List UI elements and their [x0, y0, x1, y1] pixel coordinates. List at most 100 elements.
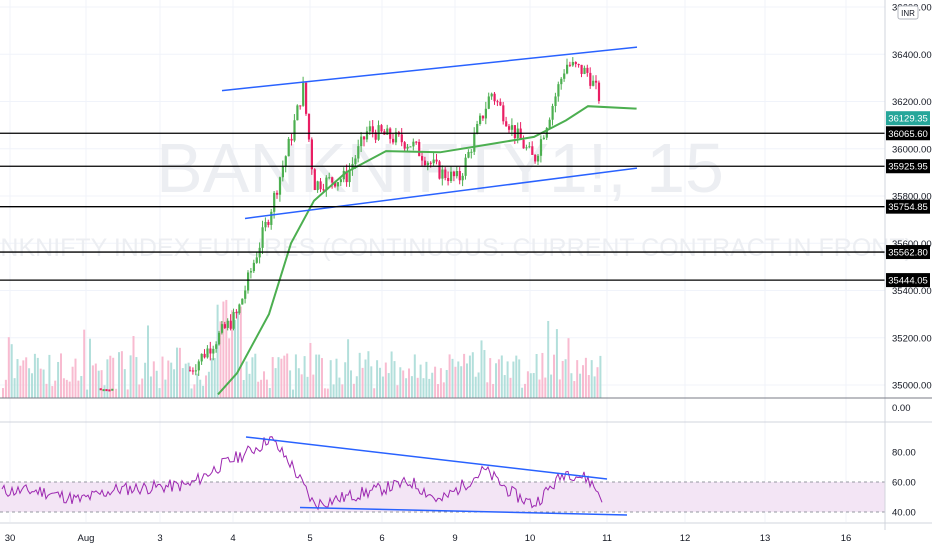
rsi-trendline[interactable]: [299, 506, 628, 516]
candle-body: [531, 146, 534, 155]
time-tick-label: Aug: [78, 533, 95, 544]
candle: [435, 153, 438, 165]
candle-body: [99, 388, 102, 391]
candle-body: [261, 227, 264, 248]
candle: [577, 63, 580, 68]
candle-body: [595, 80, 598, 83]
volume-bar: [173, 369, 176, 398]
candle: [423, 156, 427, 168]
volume-bar: [544, 377, 547, 398]
level-badge-bg: [886, 245, 930, 260]
candle: [247, 270, 250, 294]
candle-body: [470, 151, 473, 153]
volume-bar: [228, 338, 231, 398]
volume-bar: [106, 359, 109, 398]
volume-bar: [541, 352, 544, 398]
candle-body: [299, 105, 302, 107]
candle-body: [537, 155, 540, 162]
candle-body: [255, 257, 258, 263]
volume-bar: [144, 362, 147, 398]
volume-bar: [36, 357, 39, 398]
candle: [481, 115, 485, 121]
candle-body: [592, 80, 595, 86]
candle-body: [281, 166, 284, 178]
candle-body: [334, 182, 337, 187]
candle: [438, 160, 441, 180]
candle: [200, 353, 203, 365]
grid: [0, 0, 885, 522]
candle: [421, 150, 424, 167]
volume-bar: [176, 347, 178, 398]
candle-body: [377, 125, 380, 140]
level-badge: 35925.95: [886, 159, 930, 174]
candle-body: [496, 101, 499, 103]
price-trendline[interactable]: [221, 46, 638, 92]
rsi-tick-label: 60.00: [892, 478, 916, 489]
moving-average: [217, 105, 637, 396]
last-price-badge-text: 36129.35: [888, 114, 928, 125]
volume-tick-label: 0.00: [892, 403, 911, 414]
volume-bar: [190, 388, 193, 398]
candle-body: [235, 311, 238, 314]
volume-bar: [599, 355, 602, 398]
candle: [305, 82, 308, 116]
candle-body: [232, 311, 235, 329]
candle: [531, 141, 534, 156]
candle: [574, 61, 577, 68]
level-badge-text: 35562.80: [888, 248, 928, 259]
volume-bar: [2, 388, 4, 398]
volume-bar: [576, 360, 579, 398]
rsi-trendline[interactable]: [245, 436, 608, 480]
volume-bar: [248, 373, 251, 398]
candle-body: [577, 64, 580, 66]
price-tick-label: 35000.00: [892, 381, 932, 392]
candle-body: [450, 171, 453, 182]
volume-bar: [445, 369, 448, 398]
candle-body: [441, 169, 444, 179]
rsi-tick-label: 40.00: [892, 508, 916, 519]
volume-bar: [292, 389, 294, 398]
time-tick-label: 5: [307, 533, 312, 544]
candle: [212, 345, 215, 361]
volume-bar: [439, 368, 442, 398]
volume-bar: [184, 363, 187, 398]
volume-bar: [535, 354, 538, 398]
volume-bar: [77, 380, 80, 398]
time-tick-label: 11: [602, 533, 612, 544]
candle-body: [354, 158, 357, 165]
volume-bar: [306, 376, 309, 398]
candle-body: [479, 115, 482, 125]
candle: [363, 136, 366, 147]
volume-bar: [239, 306, 242, 398]
price-trendlines[interactable]: [221, 46, 638, 220]
candle-body: [458, 171, 461, 181]
volume-bar: [550, 374, 553, 398]
volume-bar: [170, 362, 173, 398]
volume-bar: [376, 360, 379, 398]
volume-bar: [419, 364, 422, 398]
candle: [467, 149, 470, 159]
volume-bar: [370, 366, 373, 398]
candle: [458, 167, 461, 185]
volume-bar: [587, 375, 590, 398]
volume-bar: [297, 368, 300, 398]
candle: [508, 124, 511, 133]
volume-bar: [451, 358, 454, 398]
candle: [377, 120, 380, 141]
volume-bar: [396, 385, 399, 398]
candle-body: [252, 262, 255, 272]
candle-body: [105, 389, 108, 392]
horizontal-levels[interactable]: [0, 132, 885, 281]
volume-bar: [437, 384, 439, 398]
candle-body: [528, 146, 531, 148]
volume-bar: [570, 373, 573, 398]
time-tick-label: 12: [680, 533, 691, 544]
candle-body: [560, 78, 563, 85]
price-trendline[interactable]: [244, 167, 638, 220]
volume-bar: [547, 320, 550, 398]
volume-bar: [277, 357, 280, 398]
candle-body: [589, 72, 592, 86]
candle-body: [357, 146, 360, 159]
